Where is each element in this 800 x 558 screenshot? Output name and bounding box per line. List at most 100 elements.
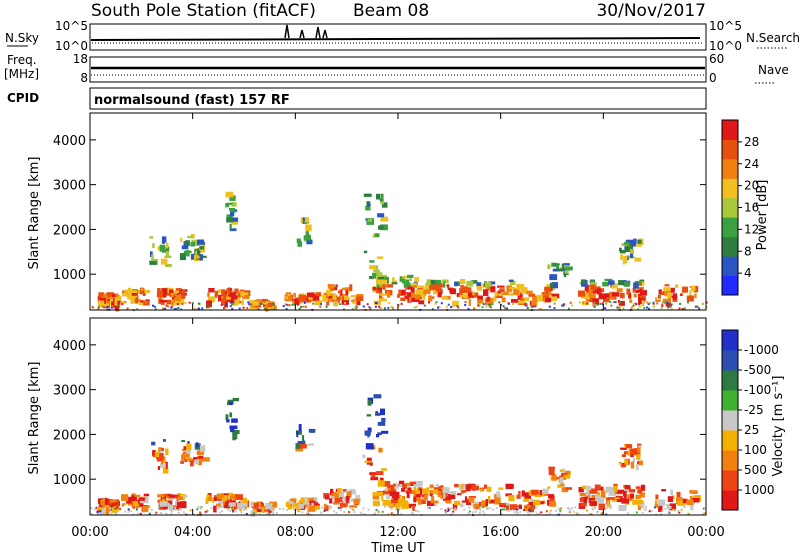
ground-scatter-cell (223, 307, 226, 309)
scatter-cell (386, 291, 391, 298)
scatter-cell (666, 505, 672, 510)
scatter-cell (579, 493, 586, 496)
scatter-cell (580, 295, 585, 299)
scatter-cell (506, 285, 513, 292)
scatter-cell (521, 297, 530, 302)
power-colorbar: 4 8 12 16 20 24 28 (721, 119, 759, 296)
colorbar-tick-label: 25 (744, 423, 759, 437)
scatter-cell (379, 293, 387, 296)
scatter-cell (556, 264, 560, 269)
scatter-cell (342, 287, 350, 291)
ground-scatter-cell (191, 302, 194, 305)
ground-scatter-cell (468, 506, 471, 509)
scatter-cell (468, 299, 471, 306)
scatter-cell (143, 493, 150, 497)
ground-scatter-cell (362, 507, 365, 510)
colorbar-tick-label: 8 (744, 244, 752, 258)
ground-scatter-cell (557, 507, 560, 510)
ground-scatter-cell (641, 511, 644, 514)
scatter-cell (375, 265, 378, 272)
scatter-cell (559, 477, 564, 484)
scatter-cell (454, 500, 461, 506)
ground-scatter-cell (352, 508, 355, 511)
scatter-cell (598, 503, 605, 508)
ground-scatter-cell (632, 303, 635, 306)
scatter-cell (564, 470, 571, 476)
ground-scatter-cell (323, 510, 326, 513)
scatter-cell (605, 486, 613, 493)
scatter-cell (580, 503, 587, 507)
scatter-cell (111, 301, 115, 309)
scatter-cell (351, 299, 355, 302)
scatter-cell (466, 280, 473, 287)
ground-scatter-cell (688, 512, 691, 515)
ground-scatter-cell (248, 303, 251, 306)
scatter-cell (180, 237, 183, 243)
ground-scatter-cell (235, 510, 238, 513)
ground-scatter-cell (176, 303, 179, 305)
ground-scatter-cell (681, 307, 684, 310)
scatter-cell (197, 239, 205, 246)
colorbar-swatch (722, 410, 738, 431)
ground-scatter-cell (374, 512, 377, 515)
scatter-cell (465, 484, 471, 492)
ground-scatter-cell (467, 512, 470, 515)
ground-scatter-cell (219, 511, 222, 514)
scatter-cell (226, 419, 230, 423)
scatter-cell (337, 290, 342, 294)
scatter-cell (586, 297, 594, 303)
ground-scatter-cell (175, 307, 178, 310)
ground-scatter-cell (644, 508, 647, 511)
scatter-cell (435, 484, 439, 487)
scatter-cell (509, 286, 516, 290)
ground-scatter-cell (374, 305, 377, 308)
scatter-cell (582, 300, 589, 305)
ground-scatter-cell (507, 509, 510, 512)
scatter-cell (184, 457, 188, 463)
scatter-cell (221, 498, 227, 501)
ground-scatter-cell (262, 302, 265, 304)
scatter-cell (549, 501, 557, 507)
scatter-cell (454, 483, 459, 488)
ground-scatter-cell (127, 510, 130, 513)
ground-scatter-cell (577, 512, 580, 515)
scatter-cell (140, 300, 145, 303)
scatter-cell (226, 217, 233, 223)
scatter-cell (658, 504, 663, 512)
scatter-cell (212, 497, 215, 503)
scatter-cell (460, 285, 465, 288)
scatter-cell (639, 290, 647, 296)
scatter-cell (526, 290, 533, 295)
ground-scatter-cell (180, 508, 182, 511)
ground-scatter-cell (652, 305, 655, 308)
scatter-cell (539, 490, 542, 495)
ground-scatter-cell (540, 308, 543, 311)
ground-scatter-cell (307, 512, 310, 515)
scatter-cell (220, 504, 226, 508)
scatter-cell (497, 290, 502, 296)
scatter-cell (242, 497, 247, 503)
ground-scatter-cell (481, 306, 484, 309)
ground-scatter-cell (282, 305, 285, 308)
noise-tick-right-top: 10^5 (709, 19, 742, 33)
scatter-cell (121, 292, 129, 297)
scatter-cell (623, 255, 628, 263)
scatter-cell (592, 289, 600, 294)
scatter-cell (132, 501, 139, 506)
ground-scatter-cell (284, 303, 287, 306)
scatter-cell (167, 500, 173, 505)
scatter-cell (459, 483, 463, 491)
scatter-cell (98, 508, 107, 516)
scatter-cell (329, 498, 333, 504)
xtick-label: 12:00 (379, 525, 416, 540)
scatter-cell (225, 203, 230, 208)
scatter-cell (304, 217, 310, 223)
scatter-cell (564, 474, 570, 479)
scatter-cell (335, 284, 338, 287)
ground-scatter-cell (200, 507, 203, 510)
ground-scatter-cell (104, 507, 106, 510)
scatter-cell (170, 505, 173, 512)
scatter-cell (682, 498, 688, 504)
scatter-cell (369, 472, 378, 476)
